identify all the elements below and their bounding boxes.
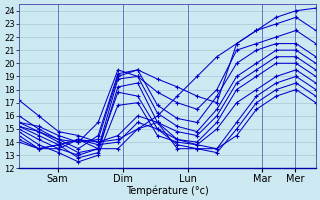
X-axis label: Température (°c): Température (°c) [126, 185, 209, 196]
